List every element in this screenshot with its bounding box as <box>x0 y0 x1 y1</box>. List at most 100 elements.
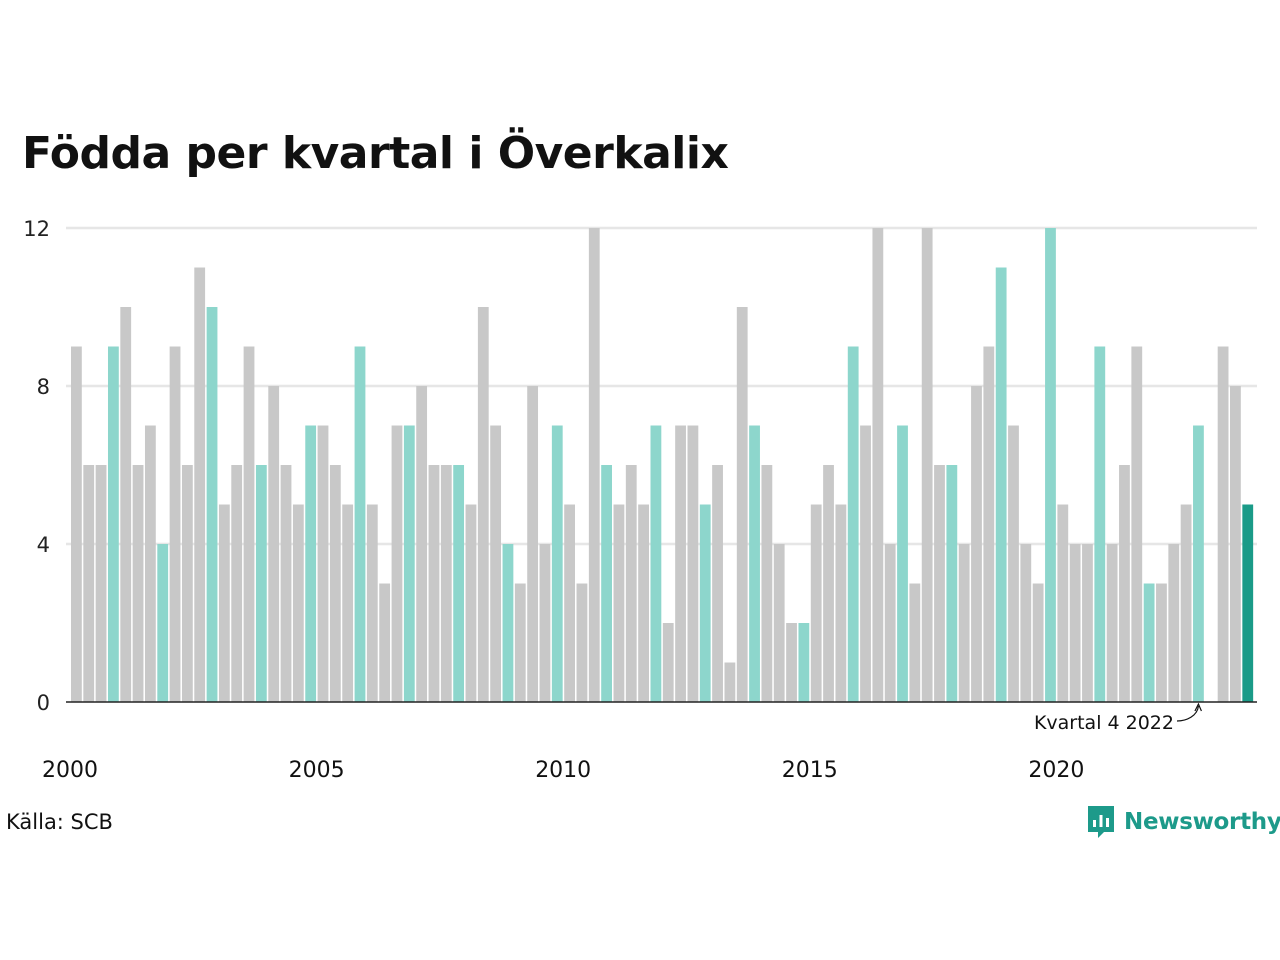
bar <box>934 465 945 702</box>
bar <box>1082 544 1093 702</box>
x-tick-label: 2000 <box>42 758 98 783</box>
bar <box>588 228 600 702</box>
bar <box>366 504 378 702</box>
x-tick-label: 2015 <box>782 758 838 783</box>
bar <box>490 425 502 702</box>
bar <box>132 465 144 702</box>
bar <box>995 267 1007 702</box>
bar <box>403 425 415 702</box>
bar <box>1069 544 1081 702</box>
bar <box>1180 504 1192 702</box>
y-tick-label: 0 <box>37 691 50 715</box>
bar <box>391 425 403 702</box>
bar <box>71 346 82 702</box>
annotation-arrowhead <box>1194 702 1202 712</box>
annotation: Kvartal 4 2022 <box>1034 702 1202 734</box>
bar <box>687 425 699 702</box>
bar <box>120 307 132 702</box>
bar <box>1057 504 1069 702</box>
bar <box>971 386 982 702</box>
bar <box>613 504 625 702</box>
bar <box>724 662 736 702</box>
bar <box>921 228 933 702</box>
bar <box>1008 425 1019 702</box>
chart-title: Födda per kvartal i Överkalix <box>22 128 729 179</box>
bar <box>1156 583 1167 702</box>
newsworthy-logo-icon <box>1088 806 1114 838</box>
bar <box>181 465 193 702</box>
bar <box>897 425 908 702</box>
bar <box>675 425 686 702</box>
bar <box>243 346 255 702</box>
bar <box>465 504 477 702</box>
bar <box>749 425 760 702</box>
bar <box>440 465 452 702</box>
bar <box>305 425 317 702</box>
bar <box>1193 425 1204 702</box>
bar <box>1020 544 1032 702</box>
bar <box>453 465 465 702</box>
bar <box>564 504 575 702</box>
bar <box>983 346 995 702</box>
bar <box>835 504 847 702</box>
bar <box>1230 386 1241 702</box>
bar <box>231 465 243 702</box>
bar <box>1094 346 1106 702</box>
bar <box>736 307 748 702</box>
bar <box>416 386 428 702</box>
bar <box>823 465 834 702</box>
bar <box>601 465 612 702</box>
x-tick-label: 2010 <box>535 758 591 783</box>
y-tick-label: 12 <box>23 217 50 241</box>
bar <box>477 307 489 702</box>
bar <box>1131 346 1143 702</box>
annotation-arrow <box>1176 705 1200 722</box>
bar <box>292 504 304 702</box>
bar <box>1168 544 1180 702</box>
bar <box>773 544 785 702</box>
bar <box>761 465 773 702</box>
bar <box>699 504 711 702</box>
bar <box>860 425 871 702</box>
x-tick-label: 2005 <box>289 758 345 783</box>
bar <box>1217 346 1229 702</box>
bar <box>872 228 884 702</box>
y-tick-label: 8 <box>37 375 50 399</box>
bar <box>576 583 588 702</box>
brand-logo[interactable]: Newsworthy <box>1086 802 1280 842</box>
bar <box>317 425 329 702</box>
annotation-label: Kvartal 4 2022 <box>1034 712 1174 734</box>
bar <box>329 465 341 702</box>
bar <box>342 504 354 702</box>
bar <box>157 544 169 702</box>
bar <box>428 465 440 702</box>
bar <box>527 386 539 702</box>
bar <box>280 465 292 702</box>
bar <box>83 465 95 702</box>
bars <box>71 228 1254 702</box>
bar <box>810 504 822 702</box>
bar <box>354 346 366 702</box>
source-label: Källa: SCB <box>6 810 113 834</box>
bar <box>1045 228 1056 702</box>
bar <box>144 425 156 702</box>
bar <box>786 623 797 702</box>
bar <box>539 544 551 702</box>
bar <box>218 504 230 702</box>
bar <box>169 346 181 702</box>
bar <box>379 583 391 702</box>
bar <box>1119 465 1130 702</box>
bar <box>255 465 267 702</box>
bar <box>1242 504 1254 702</box>
tick-labels: 0 4 8 12 2000 2005 2010 2015 2020 <box>23 217 1084 783</box>
bar <box>268 386 280 702</box>
bar <box>502 544 514 702</box>
bar <box>95 465 107 702</box>
y-tick-label: 4 <box>37 533 50 557</box>
bar <box>958 544 970 702</box>
bar <box>514 583 526 702</box>
bar <box>946 465 958 702</box>
brand-name: Newsworthy <box>1124 809 1280 835</box>
bar <box>847 346 859 702</box>
